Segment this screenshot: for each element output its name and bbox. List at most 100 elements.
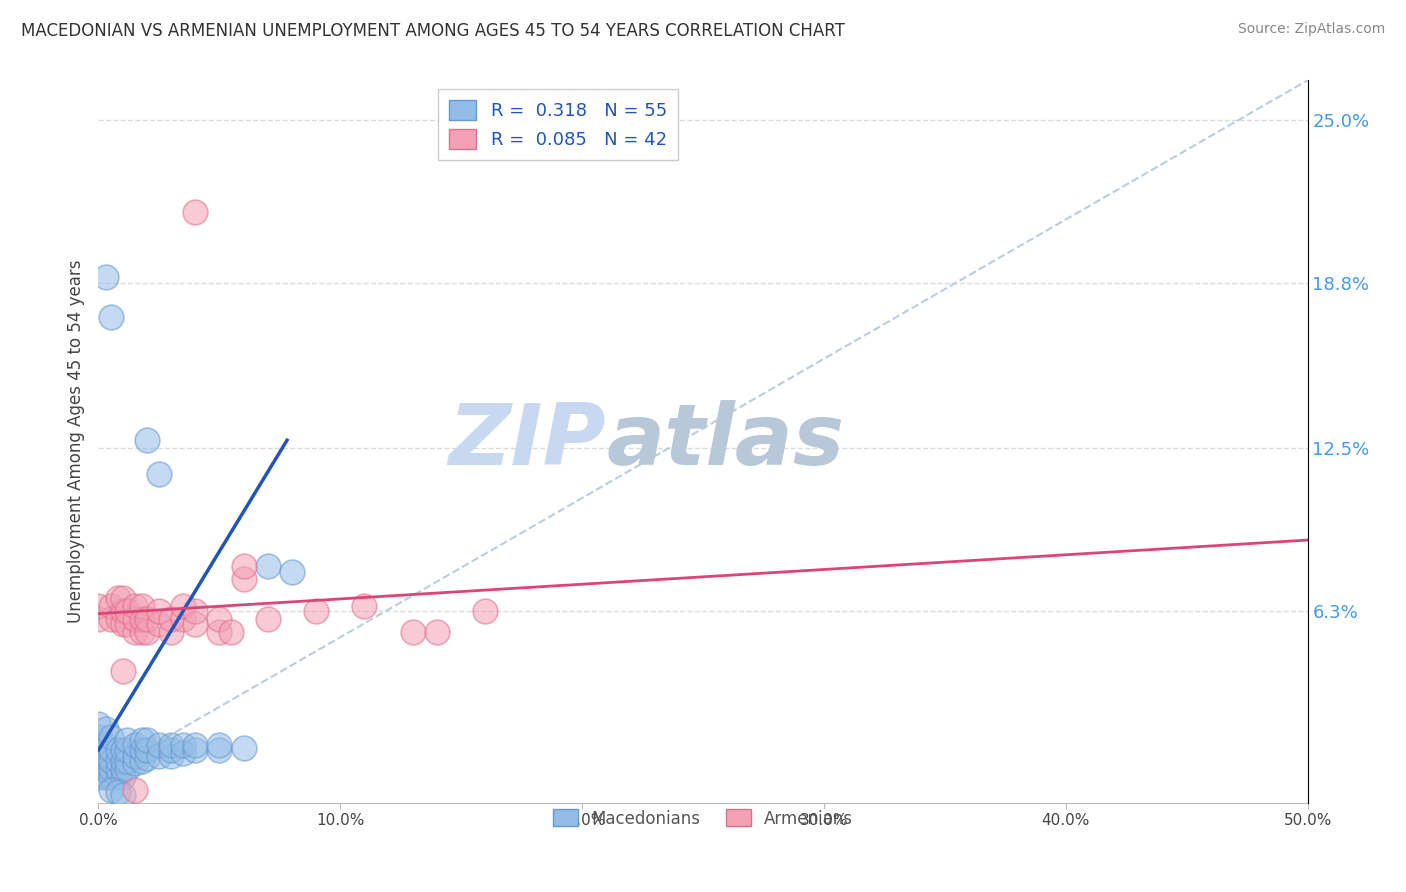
Point	[160, 743, 183, 757]
Point	[135, 612, 157, 626]
Point	[124, 748, 146, 763]
Point	[117, 754, 139, 768]
Point	[184, 738, 207, 752]
Point	[94, 738, 117, 752]
Point	[172, 599, 194, 613]
Point	[124, 782, 146, 797]
Point	[131, 754, 153, 768]
Point	[94, 723, 117, 737]
Text: Source: ZipAtlas.com: Source: ZipAtlas.com	[1237, 22, 1385, 37]
Point	[208, 612, 231, 626]
Point	[305, 604, 328, 618]
Point	[111, 754, 134, 768]
Point	[117, 617, 139, 632]
Point	[208, 743, 231, 757]
Point	[94, 270, 117, 285]
Point	[111, 762, 134, 776]
Point	[148, 738, 170, 752]
Legend: Macedonians, Armenians: Macedonians, Armenians	[547, 803, 859, 834]
Point	[131, 612, 153, 626]
Point	[94, 770, 117, 784]
Point	[148, 467, 170, 482]
Point	[87, 770, 110, 784]
Point	[474, 604, 496, 618]
Text: ZIP: ZIP	[449, 400, 606, 483]
Point	[107, 591, 129, 605]
Point	[87, 756, 110, 771]
Point	[256, 559, 278, 574]
Point	[87, 730, 110, 744]
Point	[124, 625, 146, 640]
Point	[160, 748, 183, 763]
Point	[184, 204, 207, 219]
Point	[111, 743, 134, 757]
Point	[87, 743, 110, 757]
Point	[232, 559, 254, 574]
Point	[100, 743, 122, 757]
Point	[124, 738, 146, 752]
Point	[131, 743, 153, 757]
Point	[131, 732, 153, 747]
Point	[148, 617, 170, 632]
Point	[184, 743, 207, 757]
Point	[124, 612, 146, 626]
Point	[111, 591, 134, 605]
Point	[107, 743, 129, 757]
Point	[100, 730, 122, 744]
Point	[107, 612, 129, 626]
Point	[117, 732, 139, 747]
Point	[131, 599, 153, 613]
Point	[124, 599, 146, 613]
Point	[87, 599, 110, 613]
Point	[184, 617, 207, 632]
Point	[107, 770, 129, 784]
Point	[94, 748, 117, 763]
Point	[148, 748, 170, 763]
Point	[100, 754, 122, 768]
Point	[135, 434, 157, 448]
Point	[107, 785, 129, 799]
Point	[426, 625, 449, 640]
Point	[148, 604, 170, 618]
Point	[135, 732, 157, 747]
Point	[111, 770, 134, 784]
Point	[131, 625, 153, 640]
Point	[135, 751, 157, 765]
Point	[117, 762, 139, 776]
Point	[107, 762, 129, 776]
Point	[353, 599, 375, 613]
Point	[117, 743, 139, 757]
Point	[100, 770, 122, 784]
Point	[100, 762, 122, 776]
Point	[117, 604, 139, 618]
Point	[111, 788, 134, 802]
Point	[172, 738, 194, 752]
Point	[402, 625, 425, 640]
Point	[107, 754, 129, 768]
Point	[172, 612, 194, 626]
Point	[281, 565, 304, 579]
Y-axis label: Unemployment Among Ages 45 to 54 years: Unemployment Among Ages 45 to 54 years	[66, 260, 84, 624]
Point	[111, 617, 134, 632]
Point	[160, 612, 183, 626]
Point	[256, 612, 278, 626]
Point	[208, 738, 231, 752]
Point	[111, 665, 134, 679]
Point	[94, 762, 117, 776]
Point	[100, 599, 122, 613]
Point	[124, 756, 146, 771]
Point	[160, 625, 183, 640]
Point	[135, 625, 157, 640]
Text: atlas: atlas	[606, 400, 845, 483]
Point	[232, 573, 254, 587]
Point	[100, 782, 122, 797]
Point	[208, 625, 231, 640]
Point	[87, 717, 110, 731]
Point	[221, 625, 243, 640]
Point	[172, 746, 194, 760]
Point	[160, 738, 183, 752]
Point	[87, 612, 110, 626]
Point	[232, 740, 254, 755]
Point	[184, 604, 207, 618]
Point	[100, 612, 122, 626]
